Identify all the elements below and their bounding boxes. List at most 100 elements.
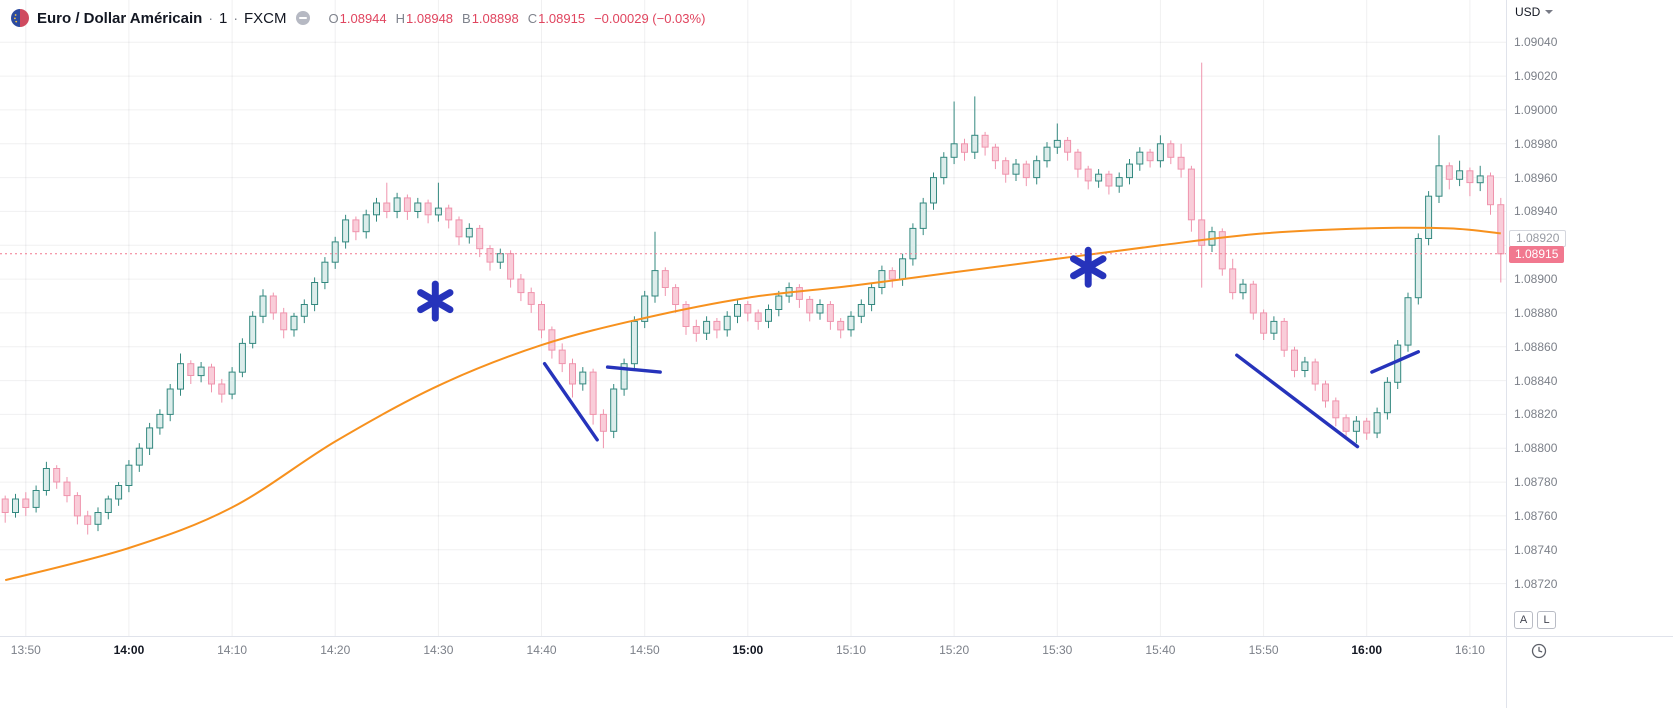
currency-selector[interactable]: USD [1507,0,1673,19]
interval-label[interactable]: 1 [219,9,228,27]
price-axis-label: 1.08760 [1514,508,1558,523]
candle [1249,283,1257,314]
candle [1476,175,1484,184]
candle [218,383,226,395]
candle [878,270,886,289]
change-value: −0.00029 (−0.03%) [594,10,706,26]
price-axis-label: 1.09040 [1514,35,1558,50]
asterisk-annotation[interactable] [417,280,454,322]
candle [579,371,587,385]
time-axis-labels: 13:50 14:00 14:10 14:20 14:30 14:40 14:50 15:00… [0,643,1506,659]
candle [290,315,298,331]
candle [84,515,92,525]
trend-line-annotation[interactable] [1370,350,1421,374]
candle [12,498,19,513]
chevron-down-icon [1545,10,1554,14]
candle [507,253,515,280]
candle [1229,268,1237,294]
candle [1270,320,1278,334]
candle [42,468,50,491]
candle [1342,417,1350,432]
time-axis-clock-icon[interactable] [1530,642,1548,660]
price-axis-label: 1.08720 [1514,576,1558,591]
trend-line-annotation[interactable] [542,362,599,442]
candle [734,304,741,317]
market-status-icon[interactable] [295,11,310,25]
candle [1074,151,1082,170]
time-axis-label: 14:30 [423,643,454,657]
candle [342,219,350,243]
candle [166,388,174,415]
candle [496,253,504,263]
candle [1033,160,1041,179]
auto-scale-button[interactable]: A [1514,611,1533,629]
candle [63,481,71,497]
trend-line-annotation[interactable] [1235,353,1360,449]
candle [630,320,638,365]
time-axis-label: 15:20 [939,643,970,657]
candle [104,498,112,513]
candle [177,363,184,390]
candle [445,207,453,221]
time-axis-label: 15:50 [1248,643,1279,657]
time-axis[interactable]: 13:50 14:00 14:10 14:20 14:30 14:40 14:50 15:00… [0,636,1673,708]
candle [393,197,401,212]
symbol-legend[interactable]: Euro / Dollar Américain · 1 · FXCM O 1.08… [10,6,705,30]
exchange-label[interactable]: FXCM [244,9,287,27]
time-axis-label: 16:00 [1351,643,1383,657]
asterisk-annotation[interactable] [1070,246,1107,288]
candle [1146,151,1154,162]
candle [1487,175,1494,206]
candle [1466,170,1474,184]
price-axis[interactable]: USD 1.09040 1.09020 1.09000 1.08980 1.08960 1… [1506,0,1673,636]
price-axis-label: 1.08800 [1514,441,1558,456]
candle [1136,151,1144,165]
candle [1311,361,1319,385]
candle [538,304,545,331]
candle [321,261,329,284]
high-value: 1.08948 [406,10,454,26]
time-axis-label: 14:20 [320,643,351,657]
candle [115,485,123,500]
candle [352,219,360,233]
candle [1064,139,1072,153]
time-axis-label: 15:10 [835,643,866,657]
candle [1332,400,1340,419]
time-axis-label: 14:50 [629,643,660,657]
candle [1425,195,1433,239]
candle [424,202,432,216]
time-axis-label: 14:00 [113,643,145,657]
candle [826,304,834,322]
candle [146,427,154,449]
candle [1177,156,1185,170]
candle [569,363,576,385]
log-scale-button[interactable]: L [1537,611,1556,629]
ma-line[interactable] [4,226,1501,582]
candle [899,258,907,280]
candle [373,202,380,216]
symbol-title[interactable]: Euro / Dollar Américain [37,9,203,27]
candle [1435,165,1443,197]
candle [1352,420,1360,432]
price-axis-label: 1.08880 [1514,305,1558,320]
candle [744,304,752,314]
candle [1218,231,1226,270]
price-chart[interactable] [0,0,1506,636]
candle [1497,204,1505,255]
candle [383,202,391,212]
candle [455,219,463,238]
candle [754,312,762,322]
candle [703,320,711,334]
candle [311,282,319,305]
candle [1280,320,1288,351]
candle [73,495,81,517]
trend-line-annotation[interactable] [605,365,662,374]
candle [868,287,876,306]
candle [1239,283,1247,294]
candle [1022,163,1030,179]
candle [806,298,814,314]
candle [1043,146,1051,162]
candle [32,490,40,508]
time-axis-label: 16:10 [1454,643,1485,657]
candle [795,287,803,300]
